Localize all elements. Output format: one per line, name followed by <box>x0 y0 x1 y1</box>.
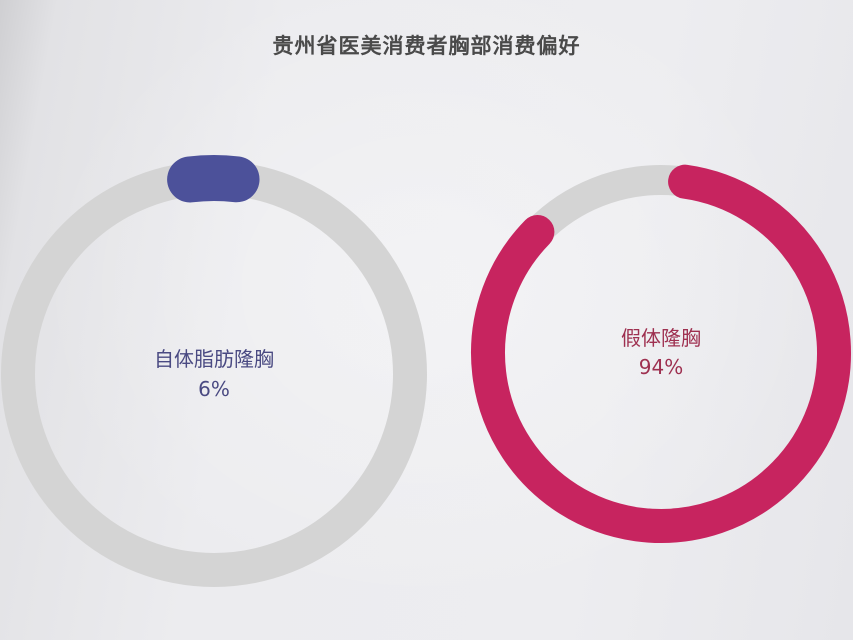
donut-left-arc-自体脂肪隆胸 <box>167 155 260 203</box>
donut-left-track <box>1 161 427 587</box>
donut-left: 自体脂肪隆胸 6% <box>1 155 427 587</box>
donut-left-label: 自体脂肪隆胸 <box>154 347 274 371</box>
donut-right-arc-假体隆胸 <box>471 164 851 543</box>
donut-right-label: 假体隆胸 <box>621 326 701 350</box>
donut-left-value: 6% <box>198 377 230 401</box>
donut-right-value: 94% <box>639 355 683 379</box>
donut-right: 假体隆胸 94% <box>471 164 851 543</box>
chart-title: 贵州省医美消费者胸部消费偏好 <box>272 34 581 58</box>
